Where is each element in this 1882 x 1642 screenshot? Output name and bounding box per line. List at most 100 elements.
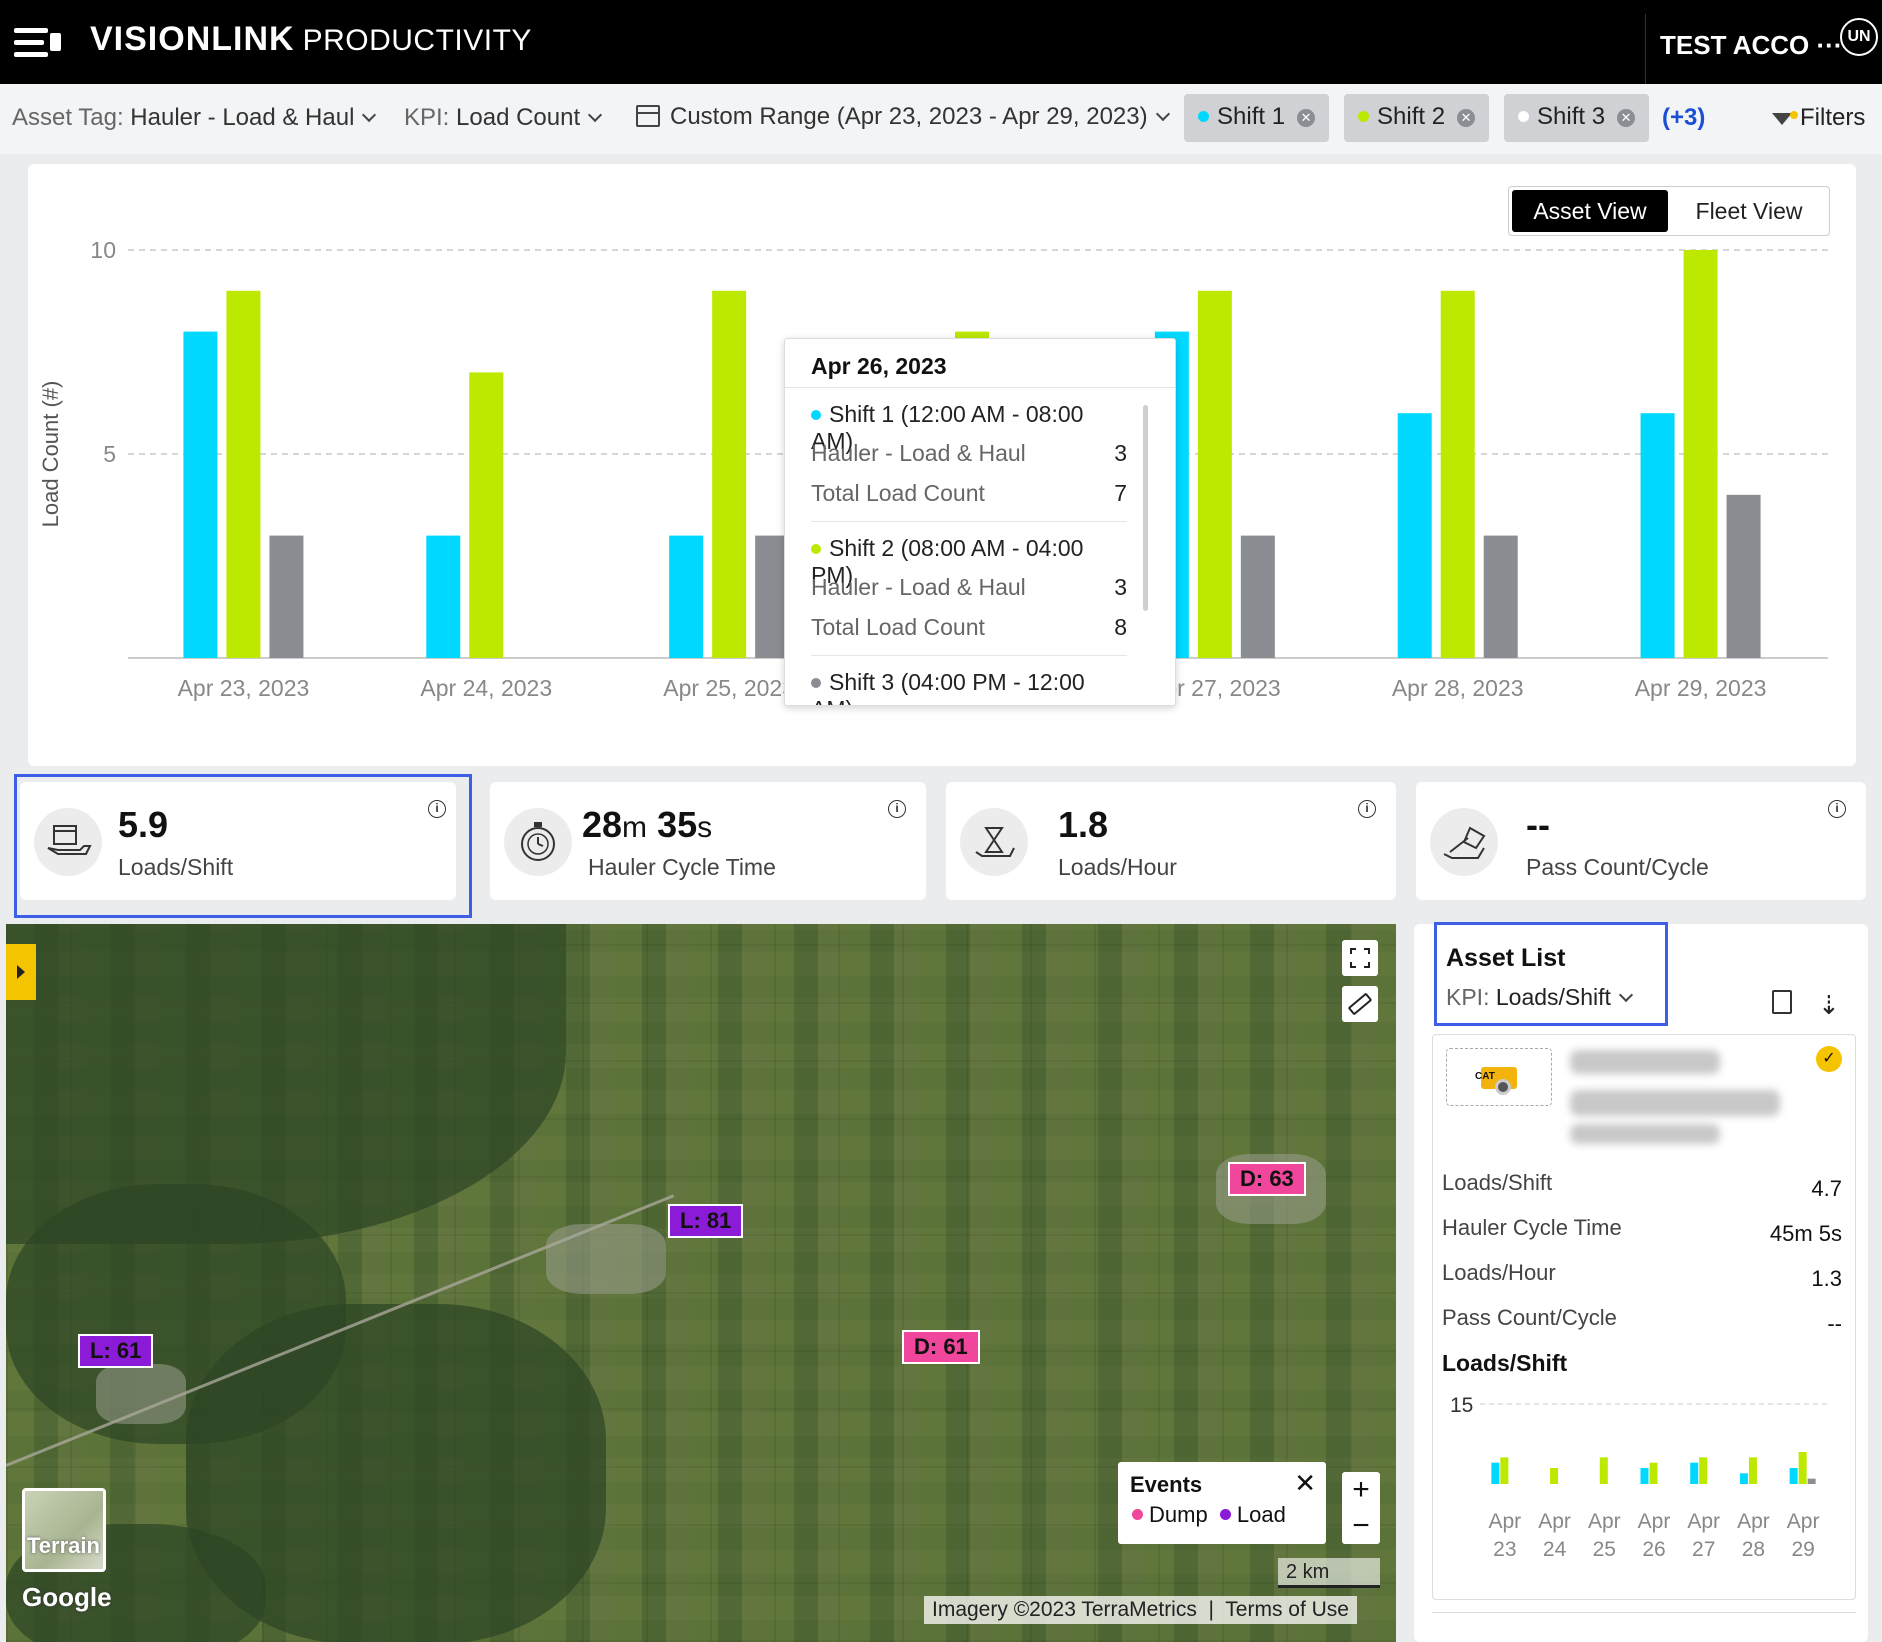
events-legend-items: Dump Load	[1132, 1502, 1286, 1528]
sort-icon[interactable]: ⇣	[1818, 990, 1840, 1020]
map-panel-toggle[interactable]	[6, 944, 36, 1000]
tooltip-shift-block: Shift 1 (12:00 AM - 08:00 AM) Hauler - L…	[811, 401, 1127, 513]
x-tick-label-month: Apr	[1638, 1510, 1671, 1533]
legend-dump: Dump	[1149, 1502, 1208, 1527]
pass-count-icon	[1430, 808, 1498, 876]
shift-dot-icon	[1198, 111, 1209, 122]
info-icon[interactable]: i	[1358, 800, 1376, 818]
tooltip-asset-label: Hauler - Load & Haul	[811, 573, 1026, 600]
divider	[811, 521, 1127, 522]
chevron-down-icon	[362, 107, 377, 123]
divider	[1432, 1612, 1856, 1613]
product-name: PRODUCTIVITY	[302, 24, 532, 57]
cycle-time-icon	[504, 808, 572, 876]
x-tick-label-month: Apr	[1538, 1510, 1571, 1533]
filters-button[interactable]: Filters	[1772, 104, 1865, 132]
map-dump-marker[interactable]: D: 61	[902, 1330, 980, 1364]
tooltip-scrollbar[interactable]	[1143, 405, 1148, 611]
remove-chip-icon[interactable]: ✕	[1617, 109, 1636, 127]
chart-tooltip: Apr 26, 2023 Shift 1 (12:00 AM - 08:00 A…	[784, 338, 1176, 706]
view-toggle: Asset View Fleet View	[1508, 186, 1830, 236]
shift-dot-icon	[811, 678, 821, 688]
kpi-card-cycle-time[interactable]: 28m 35s Hauler Cycle Time i	[490, 782, 926, 900]
map-dump-marker[interactable]: D: 63	[1228, 1162, 1306, 1196]
map-load-marker[interactable]: L: 81	[668, 1204, 744, 1238]
remove-chip-icon[interactable]: ✕	[1457, 109, 1476, 127]
zoom-control: + −	[1342, 1472, 1380, 1544]
account-selector[interactable]: TEST ACCO ···	[1660, 30, 1843, 60]
asset-list-title: Asset List	[1446, 944, 1566, 972]
ruler-icon	[1347, 992, 1373, 1016]
fullscreen-button[interactable]	[1342, 940, 1378, 976]
kpi-value: 1.8	[1058, 804, 1109, 845]
divider	[785, 387, 1175, 388]
kpi-label: KPI:	[404, 104, 450, 131]
mini-bar	[1739, 1473, 1748, 1484]
kpi-card-loads-hour[interactable]: 1.8 Loads/Hour i	[946, 782, 1396, 900]
kpi-dropdown[interactable]: KPI: Load Count	[404, 104, 603, 132]
tooltip-asset-label: Hauler - Load & Haul	[811, 439, 1026, 466]
x-tick-label-month: Apr	[1489, 1510, 1522, 1533]
tooltip-total-label: Total Load Count	[811, 479, 985, 506]
selection-highlight	[14, 774, 472, 918]
asset-mini-chart: 15 Apr 23 Apr 24 Apr 25 Apr 26 Apr 27 Apr 28 Apr 29	[1450, 1394, 1828, 1561]
shift-dot-icon	[1518, 111, 1529, 122]
mini-bar	[1690, 1462, 1699, 1484]
report-icon[interactable]	[1772, 990, 1792, 1014]
zoom-in-button[interactable]: +	[1352, 1473, 1370, 1506]
kpi-label: Loads/Shift	[118, 854, 234, 880]
info-icon[interactable]: i	[1828, 800, 1846, 818]
x-tick-label-day: 23	[1493, 1538, 1516, 1561]
map-load-marker[interactable]: L: 61	[78, 1334, 154, 1368]
avatar[interactable]: UN	[1840, 18, 1878, 56]
mini-bar	[1807, 1478, 1816, 1484]
fleet-view-button[interactable]: Fleet View	[1695, 197, 1803, 224]
tooltip-asset-value: 3	[1114, 439, 1127, 466]
chip-label: Shift 1	[1217, 103, 1286, 130]
more-chips-link[interactable]: (+3)	[1662, 104, 1706, 131]
mini-bar	[1550, 1468, 1559, 1484]
asset-tag-dropdown[interactable]: Asset Tag: Hauler - Load & Haul	[12, 104, 377, 132]
filters-label: Filters	[1800, 104, 1866, 131]
chip-label: Shift 3	[1537, 103, 1606, 130]
terms-link[interactable]: Terms of Use	[1225, 1598, 1349, 1621]
shift-chip[interactable]: Shift 2 ✕	[1344, 94, 1490, 142]
brand-name: VISIONLINK	[90, 20, 295, 58]
terrain-toggle[interactable]: Terrain	[22, 1488, 106, 1572]
shift-chip[interactable]: Shift 1 ✕	[1184, 94, 1330, 142]
x-tick-label-month: Apr	[1737, 1510, 1770, 1533]
metric-row: Loads/Shift 4.7	[1442, 1170, 1842, 1201]
x-tick-label-month: Apr	[1588, 1510, 1621, 1533]
kpi-card-loads-shift[interactable]: 5.9 Loads/Shift i	[20, 782, 456, 900]
info-icon[interactable]: i	[888, 800, 906, 818]
wheel-icon	[1495, 1079, 1511, 1095]
y-tick-label: 15	[1450, 1394, 1473, 1417]
kpi-card-pass-count[interactable]: -- Pass Count/Cycle i	[1416, 782, 1866, 900]
check-icon[interactable]: ✓	[1816, 1046, 1842, 1072]
measure-button[interactable]	[1342, 986, 1378, 1022]
divider	[811, 655, 1127, 656]
fullscreen-icon	[1348, 946, 1372, 970]
asset-list-kpi-dropdown[interactable]: KPI: Loads/Shift	[1446, 984, 1634, 1011]
asset-view-button[interactable]: Asset View	[1512, 190, 1668, 232]
map-satellite[interactable]	[6, 924, 1396, 1642]
close-icon[interactable]: ✕	[1294, 1468, 1316, 1498]
remove-chip-icon[interactable]: ✕	[1297, 109, 1316, 127]
info-icon[interactable]: i	[428, 800, 446, 818]
shift-chip[interactable]: Shift 3 ✕	[1504, 94, 1650, 142]
tooltip-total-value: 8	[1114, 613, 1127, 640]
tooltip-total-label: Total Load Count	[811, 613, 985, 640]
kpi-value: --	[1526, 804, 1550, 845]
asset-card[interactable]	[1432, 1034, 1856, 1600]
metric-row: Pass Count/Cycle --	[1442, 1305, 1842, 1336]
map-attribution: Imagery ©2023 TerraMetrics | Terms of Us…	[924, 1596, 1357, 1624]
zoom-out-button[interactable]: −	[1352, 1509, 1370, 1542]
menu-icon[interactable]	[14, 24, 62, 60]
mini-bar	[1491, 1462, 1500, 1484]
divider	[1645, 14, 1646, 84]
google-logo: Google	[22, 1582, 112, 1612]
date-range-picker[interactable]: Custom Range (Apr 23, 2023 - Apr 29, 202…	[636, 102, 1170, 131]
redacted-asset-info	[1570, 1124, 1720, 1144]
kpi-value: Loads/Shift	[1495, 984, 1611, 1010]
x-tick-label-month: Apr	[1787, 1510, 1820, 1533]
